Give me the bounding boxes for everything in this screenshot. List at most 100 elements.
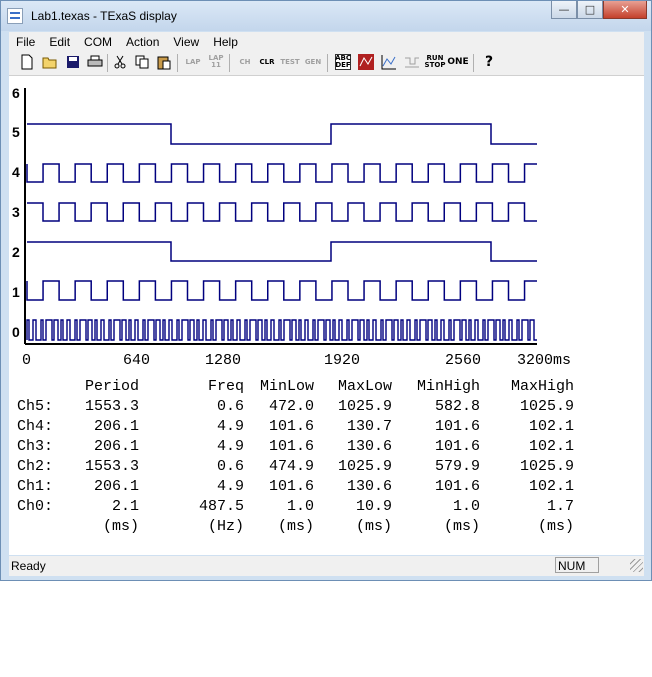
stats-cell: 101.6: [268, 418, 314, 435]
stats-cell: 4.9: [216, 418, 244, 435]
close-button[interactable]: ✕: [603, 1, 647, 19]
copy-icon[interactable]: [134, 54, 150, 70]
lap-11-icon[interactable]: LAP 11: [208, 54, 224, 69]
stats-row: Ch5: 1553.3 0.6 472.0 1025.9 582.8 1025.9: [17, 397, 574, 417]
stats-cell: 130.6: [346, 478, 392, 495]
minimize-icon: —: [558, 3, 570, 16]
help-icon[interactable]: ?: [484, 53, 494, 70]
stats-cell: 101.6: [434, 438, 480, 455]
stats-cell: 1.0: [452, 498, 480, 515]
maximize-button[interactable]: □: [577, 1, 603, 19]
scope-icon[interactable]: [404, 54, 420, 70]
run-stop-icon[interactable]: RUN STOP: [424, 54, 446, 69]
trace-ch1: [26, 280, 537, 301]
trace-ch2: [27, 241, 537, 262]
stats-cell: 4.9: [216, 438, 244, 455]
new-file-icon[interactable]: [19, 54, 35, 70]
x-tick-label: 0: [22, 352, 32, 369]
trace-ch3: [27, 202, 537, 222]
menu-file[interactable]: File: [16, 34, 36, 49]
unit-minhigh: (ms): [443, 518, 480, 535]
graph-icon[interactable]: [381, 54, 397, 70]
test-icon[interactable]: TEST: [280, 57, 300, 66]
x-tick-label: 640: [123, 352, 151, 369]
one-shot-icon[interactable]: ONE: [447, 56, 469, 67]
stats-cell: 487.5: [198, 498, 244, 515]
clear-icon[interactable]: CLR: [259, 57, 275, 66]
trace-ch5: [27, 123, 537, 145]
channel-label: 3: [12, 204, 20, 220]
menu-com[interactable]: COM: [84, 34, 113, 49]
record-icon[interactable]: [358, 54, 374, 70]
toolbar: LAP LAP 11 CH CLR TEST GEN ABC DEF RUN S…: [9, 51, 644, 76]
stats-table: Period Freq MinLow MaxLow MinHigh MaxHig…: [17, 377, 574, 537]
menu-help[interactable]: Help: [213, 34, 238, 49]
stats-cell: 1025.9: [337, 398, 392, 415]
header-freq: Freq: [207, 378, 244, 395]
channel-name: Ch0:: [17, 498, 54, 515]
units-row: (ms) (Hz) (ms) (ms) (ms) (ms): [21, 517, 574, 537]
waveform-plot: [24, 88, 537, 345]
stats-row: Ch2: 1553.3 0.6 474.9 1025.9 579.9 1025.9: [17, 457, 574, 477]
cut-icon[interactable]: [112, 54, 128, 70]
stats-cell: 474.9: [268, 458, 314, 475]
stats-cell: 1025.9: [519, 398, 574, 415]
channel-icon[interactable]: CH: [239, 57, 251, 66]
abc-def-icon[interactable]: ABC DEF: [335, 54, 351, 70]
x-tick-label: 1280: [205, 352, 242, 369]
stats-cell: 1.0: [286, 498, 314, 515]
stats-row: Ch4: 206.1 4.9 101.6 130.7 101.6 102.1: [17, 417, 574, 437]
cell-period: 2.1: [111, 498, 139, 515]
paste-icon[interactable]: [156, 54, 172, 70]
header-maxlow: MaxLow: [337, 378, 392, 395]
lap-icon[interactable]: LAP: [185, 57, 201, 66]
trace-ch4: [26, 163, 537, 183]
close-icon: ✕: [620, 3, 630, 16]
stats-cell: 579.9: [434, 458, 480, 475]
stats-row: Ch0: 2.1 487.5 1.0 10.9 1.0 1.7: [17, 497, 574, 517]
menu-edit[interactable]: Edit: [49, 34, 71, 49]
minimize-button[interactable]: —: [551, 1, 577, 19]
menu-view[interactable]: View: [173, 34, 200, 49]
stats-cell: 102.1: [528, 438, 574, 455]
window-title: Lab1.texas - TExaS display: [31, 9, 177, 23]
header-maxhigh: MaxHigh: [510, 378, 574, 395]
stats-cell: 101.6: [268, 478, 314, 495]
open-folder-icon[interactable]: [42, 54, 58, 70]
stats-cell: 101.6: [268, 438, 314, 455]
channel-label: 2: [12, 244, 20, 260]
cell-period: 206.1: [93, 418, 139, 435]
stats-cell: 130.6: [346, 438, 392, 455]
stats-cell: 102.1: [528, 478, 574, 495]
channel-name: Ch4:: [17, 418, 54, 435]
cell-period: 206.1: [93, 478, 139, 495]
app-icon[interactable]: [7, 8, 23, 24]
stats-cell: 1025.9: [519, 458, 574, 475]
title-bar[interactable]: Lab1.texas - TExaS display — □ ✕: [1, 1, 651, 31]
channel-name: Ch2:: [17, 458, 54, 475]
unit-freq: (Hz): [207, 518, 244, 535]
generate-icon[interactable]: GEN: [304, 57, 322, 66]
stats-row: Ch3: 206.1 4.9 101.6 130.6 101.6 102.1: [17, 437, 574, 457]
channel-label: 4: [12, 164, 20, 180]
stats-cell: 0.6: [216, 458, 244, 475]
menu-bar: File Edit COM Action View Help: [9, 32, 644, 51]
unit-period: (ms): [102, 518, 139, 535]
display-area: 6 5 4 3 2 1 0 0 640 1280 1920 2560 3200m…: [9, 76, 644, 555]
num-lock-indicator: NUM: [555, 557, 599, 573]
channel-label: 0: [12, 324, 20, 340]
menu-action[interactable]: Action: [126, 34, 160, 49]
stats-cell: 4.9: [216, 478, 244, 495]
channel-name: Ch1:: [17, 478, 54, 495]
save-icon[interactable]: [65, 54, 81, 70]
unit-minlow: (ms): [277, 518, 314, 535]
header-period: Period: [84, 378, 139, 395]
header-minhigh: MinHigh: [416, 378, 480, 395]
cell-period: 206.1: [93, 438, 139, 455]
stats-cell: 582.8: [434, 398, 480, 415]
stats-cell: 10.9: [355, 498, 392, 515]
resize-grip-icon[interactable]: [630, 559, 643, 572]
unit-maxhigh: (ms): [537, 518, 574, 535]
print-icon[interactable]: [87, 54, 103, 70]
status-bar: Ready NUM: [9, 556, 644, 576]
